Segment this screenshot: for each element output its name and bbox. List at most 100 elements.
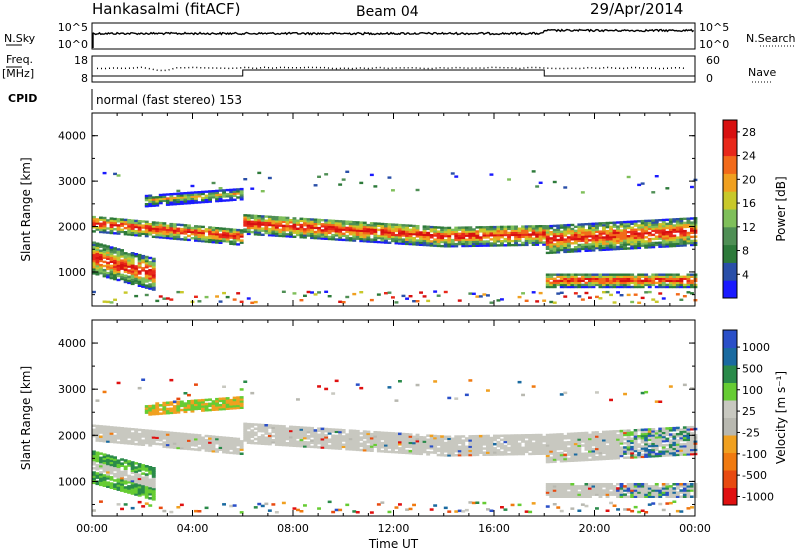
power-cell [222, 291, 226, 295]
velocity-cell [292, 438, 297, 441]
velocity-cell [640, 447, 645, 450]
power-cell [440, 234, 445, 238]
power-cell [141, 224, 146, 227]
power-cell [602, 248, 606, 251]
power-cell [616, 235, 620, 238]
power-cell [102, 218, 107, 222]
velocity-cell [496, 442, 501, 446]
velocity-cell [310, 431, 314, 434]
velocity-cell [141, 476, 146, 479]
power-cell [471, 292, 476, 295]
velocity-cell [352, 433, 357, 437]
power-cell [359, 225, 364, 228]
velocity-cell [236, 441, 241, 445]
velocity-cell [155, 432, 160, 435]
velocity-cell [461, 443, 466, 446]
velocity-cell [271, 430, 276, 434]
velocity-cell [630, 441, 635, 445]
power-cell [162, 234, 167, 237]
power-cell [215, 295, 219, 298]
power-cell [250, 224, 255, 228]
velocity-cell [232, 398, 237, 402]
velocity-cell [493, 451, 497, 454]
power-cell [204, 190, 209, 193]
power-cell [679, 275, 684, 278]
power-cell [521, 227, 525, 230]
power-cell [580, 245, 585, 249]
power-cell [281, 228, 286, 232]
power-cell [384, 241, 388, 244]
velocity-cell [102, 390, 107, 394]
velocity-cell [573, 442, 578, 446]
power-cell [556, 249, 561, 252]
velocity-cell [243, 422, 248, 426]
velocity-cell [486, 449, 490, 452]
power-cell [450, 232, 455, 236]
velocity-cell [113, 458, 117, 461]
power-cell [647, 227, 652, 231]
power-cell [334, 223, 339, 227]
velocity-cell [324, 446, 329, 449]
power-cell [144, 293, 149, 297]
power-cell [376, 222, 381, 225]
power-cell [162, 232, 167, 235]
power-cell [433, 228, 438, 231]
velocity-cell [408, 439, 413, 442]
power-cell [306, 228, 311, 231]
power-cell [148, 231, 153, 234]
power-cell [109, 219, 114, 222]
velocity-cell [250, 391, 255, 395]
velocity-cell [559, 483, 564, 486]
velocity-cell [602, 447, 606, 450]
power-cell [471, 234, 476, 237]
power-cell [563, 273, 568, 276]
power-cell [208, 238, 212, 241]
power-cell [292, 217, 297, 220]
power-cell [95, 248, 100, 251]
power-cell [651, 219, 656, 222]
velocity-cell [640, 489, 645, 492]
velocity-cell [626, 429, 631, 432]
velocity-cell [296, 442, 300, 446]
velocity-cell [538, 444, 543, 447]
power-cell [366, 234, 371, 237]
power-cell [303, 230, 307, 233]
velocity-cell [194, 401, 198, 404]
velocity-cell [179, 434, 184, 438]
power-cell [144, 280, 149, 283]
velocity-cell [686, 487, 691, 490]
power-cell [573, 242, 578, 245]
power-cell [690, 231, 694, 234]
velocity-cell [387, 440, 392, 443]
velocity-cell [556, 451, 561, 455]
power-cell [341, 222, 346, 225]
power-cell [345, 230, 350, 234]
velocity-cell [95, 426, 100, 430]
velocity-cell [514, 444, 518, 448]
power-cell [623, 279, 627, 283]
power-cell [274, 218, 279, 221]
power-cell [208, 240, 212, 244]
power-cell [552, 249, 557, 252]
power-cell [654, 277, 659, 280]
velocity-cell [401, 439, 406, 442]
power-cell [588, 249, 592, 252]
velocity-cell [408, 449, 413, 453]
power-cell [675, 279, 680, 283]
velocity-cell [239, 396, 244, 399]
velocity-cell [334, 447, 339, 450]
power-cell [478, 228, 483, 231]
velocity-cell [292, 440, 297, 443]
power-cell [552, 237, 557, 240]
power-cell [605, 290, 610, 294]
power-cell [264, 215, 269, 218]
power-cell [239, 233, 244, 236]
power-cell [137, 280, 142, 283]
velocity-cell [616, 491, 620, 494]
velocity-cell [486, 508, 490, 511]
power-cell [222, 233, 226, 237]
power-cell [369, 222, 374, 225]
velocity-cell [690, 506, 694, 509]
power-cell [672, 275, 677, 278]
velocity-cell [454, 397, 459, 400]
